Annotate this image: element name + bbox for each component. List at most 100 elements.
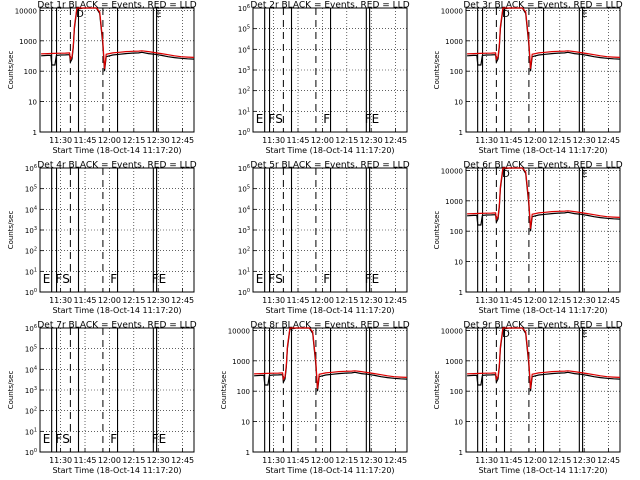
y-tick-label: 105 xyxy=(238,25,250,34)
y-tick-label: 1000 xyxy=(19,38,37,46)
y-tick-label: 10000 xyxy=(441,327,463,335)
panel-det-1: Det 1r BLACK = Events, RED = LLD 11:30 11:… xyxy=(7,1,197,156)
y-tick-label: 100 xyxy=(25,448,37,457)
annotation-label: FE xyxy=(365,272,379,286)
y-tick-label: 1 xyxy=(33,129,37,137)
x-axis-label: Start Time (18-Oct-14 11:17:20) xyxy=(52,146,181,155)
x-tick-label: 12:15 xyxy=(548,296,571,305)
y-tick-label: 106 xyxy=(25,324,37,333)
y-tick-label: 1 xyxy=(246,449,250,457)
y-tick-label: 106 xyxy=(25,164,37,173)
annotation-label: FE xyxy=(365,112,379,126)
y-tick-label: 102 xyxy=(238,247,250,256)
y-tick-label: 100 xyxy=(238,288,250,297)
panel-title: Det 3r BLACK = Events, RED = LLD xyxy=(463,1,622,11)
annotation-label: S xyxy=(62,432,70,446)
x-tick-label: 12:30 xyxy=(147,296,170,305)
x-tick-label: 12:30 xyxy=(360,456,383,465)
x-tick-label: 12:45 xyxy=(171,296,194,305)
y-tick-label: 100 xyxy=(238,128,250,137)
x-tick-label: 12:45 xyxy=(171,456,194,465)
annotation-label: F xyxy=(268,112,275,126)
panel-title: Det 9r BLACK = Events, RED = LLD xyxy=(463,321,622,331)
series-lld xyxy=(467,167,621,229)
y-tick-label: 100 xyxy=(450,228,463,236)
y-tick-label: 101 xyxy=(25,267,37,276)
x-tick-label: 12:30 xyxy=(573,296,596,305)
panel-det-6: Det 6r BLACK = Events, RED = LLD 11:30 11:… xyxy=(433,161,623,316)
y-tick-label: 1000 xyxy=(445,198,463,206)
x-axis-label: Start Time (18-Oct-14 11:17:20) xyxy=(52,466,181,475)
x-tick-label: 11:30 xyxy=(49,456,72,465)
x-tick-label: 12:00 xyxy=(311,456,334,465)
annotation-label: D xyxy=(502,9,510,20)
y-tick-label: 104 xyxy=(238,45,250,54)
y-tick-label: 100 xyxy=(25,288,37,297)
annotation-label: F xyxy=(55,272,62,286)
y-axis-label: Counts/sec xyxy=(433,211,441,250)
annotation-label: F xyxy=(323,112,330,126)
y-tick-label: 100 xyxy=(450,388,463,396)
x-tick-label: 11:30 xyxy=(49,136,72,145)
y-tick-label: 103 xyxy=(238,226,250,235)
x-tick-label: 12:15 xyxy=(335,456,358,465)
annotation-label: F xyxy=(110,272,117,286)
y-tick-label: 100 xyxy=(24,68,37,76)
annotation-label: E xyxy=(43,272,51,286)
y-tick-label: 101 xyxy=(238,107,250,116)
x-tick-label: 12:15 xyxy=(335,136,358,145)
x-axis-label: Start Time (18-Oct-14 11:17:20) xyxy=(52,306,181,315)
annotation-label: S xyxy=(275,272,283,286)
x-tick-label: 12:00 xyxy=(524,456,547,465)
x-tick-label: 11:45 xyxy=(286,456,309,465)
panel-det-2: Det 2r BLACK = Events, RED = LLD 11:30 11:… xyxy=(238,1,410,156)
x-tick-label: 11:30 xyxy=(49,296,72,305)
x-tick-label: 12:45 xyxy=(384,136,407,145)
annotation-label: E xyxy=(256,112,264,126)
y-tick-label: 10 xyxy=(28,99,37,107)
panel-title: Det 6r BLACK = Events, RED = LLD xyxy=(463,161,622,171)
y-tick-label: 1 xyxy=(459,449,463,457)
x-tick-label: 12:30 xyxy=(147,136,170,145)
y-tick-label: 102 xyxy=(25,407,37,416)
x-tick-label: 12:45 xyxy=(597,456,620,465)
y-axis-label: Counts/sec xyxy=(433,51,441,90)
panel-title: Det 5r BLACK = Events, RED = LLD xyxy=(250,161,409,171)
annotation-label: F xyxy=(110,432,117,446)
y-tick-label: 1000 xyxy=(232,358,250,366)
annotation-label: E xyxy=(581,9,587,20)
x-tick-label: 12:15 xyxy=(548,136,571,145)
y-tick-label: 104 xyxy=(25,365,37,374)
x-tick-label: 11:30 xyxy=(262,456,285,465)
x-tick-label: 12:30 xyxy=(573,456,596,465)
y-tick-label: 106 xyxy=(238,4,250,13)
annotation-label: E xyxy=(256,272,264,286)
y-tick-label: 102 xyxy=(238,87,250,96)
x-tick-label: 11:45 xyxy=(286,296,309,305)
x-tick-label: 11:30 xyxy=(262,296,285,305)
series-lld xyxy=(254,327,408,389)
y-tick-label: 103 xyxy=(238,66,250,75)
x-tick-label: 12:45 xyxy=(597,296,620,305)
panel-det-9: Det 9r BLACK = Events, RED = LLD 11:30 11:… xyxy=(433,321,623,476)
x-tick-label: 12:30 xyxy=(147,456,170,465)
panel-title: Det 1r BLACK = Events, RED = LLD xyxy=(37,1,196,11)
x-tick-label: 11:45 xyxy=(499,136,522,145)
x-axis-label: Start Time (18-Oct-14 11:17:20) xyxy=(265,466,394,475)
y-tick-label: 10 xyxy=(454,259,463,267)
y-tick-label: 105 xyxy=(25,345,37,354)
y-axis-label: Counts/sec xyxy=(7,211,15,250)
x-tick-label: 11:45 xyxy=(286,136,309,145)
y-tick-label: 105 xyxy=(238,185,250,194)
x-tick-label: 12:15 xyxy=(548,456,571,465)
annotation-label: S xyxy=(275,112,283,126)
panel-det-8: Det 8r BLACK = Events, RED = LLD 11:30 11:… xyxy=(220,321,410,476)
annotation-label: F xyxy=(55,432,62,446)
x-tick-label: 12:00 xyxy=(311,296,334,305)
panel-det-5: Det 5r BLACK = Events, RED = LLD 11:30 11:… xyxy=(238,161,410,316)
x-axis-label: Start Time (18-Oct-14 11:17:20) xyxy=(478,146,607,155)
x-axis-label: Start Time (18-Oct-14 11:17:20) xyxy=(478,466,607,475)
y-tick-label: 106 xyxy=(238,164,250,173)
x-tick-label: 11:30 xyxy=(475,456,498,465)
